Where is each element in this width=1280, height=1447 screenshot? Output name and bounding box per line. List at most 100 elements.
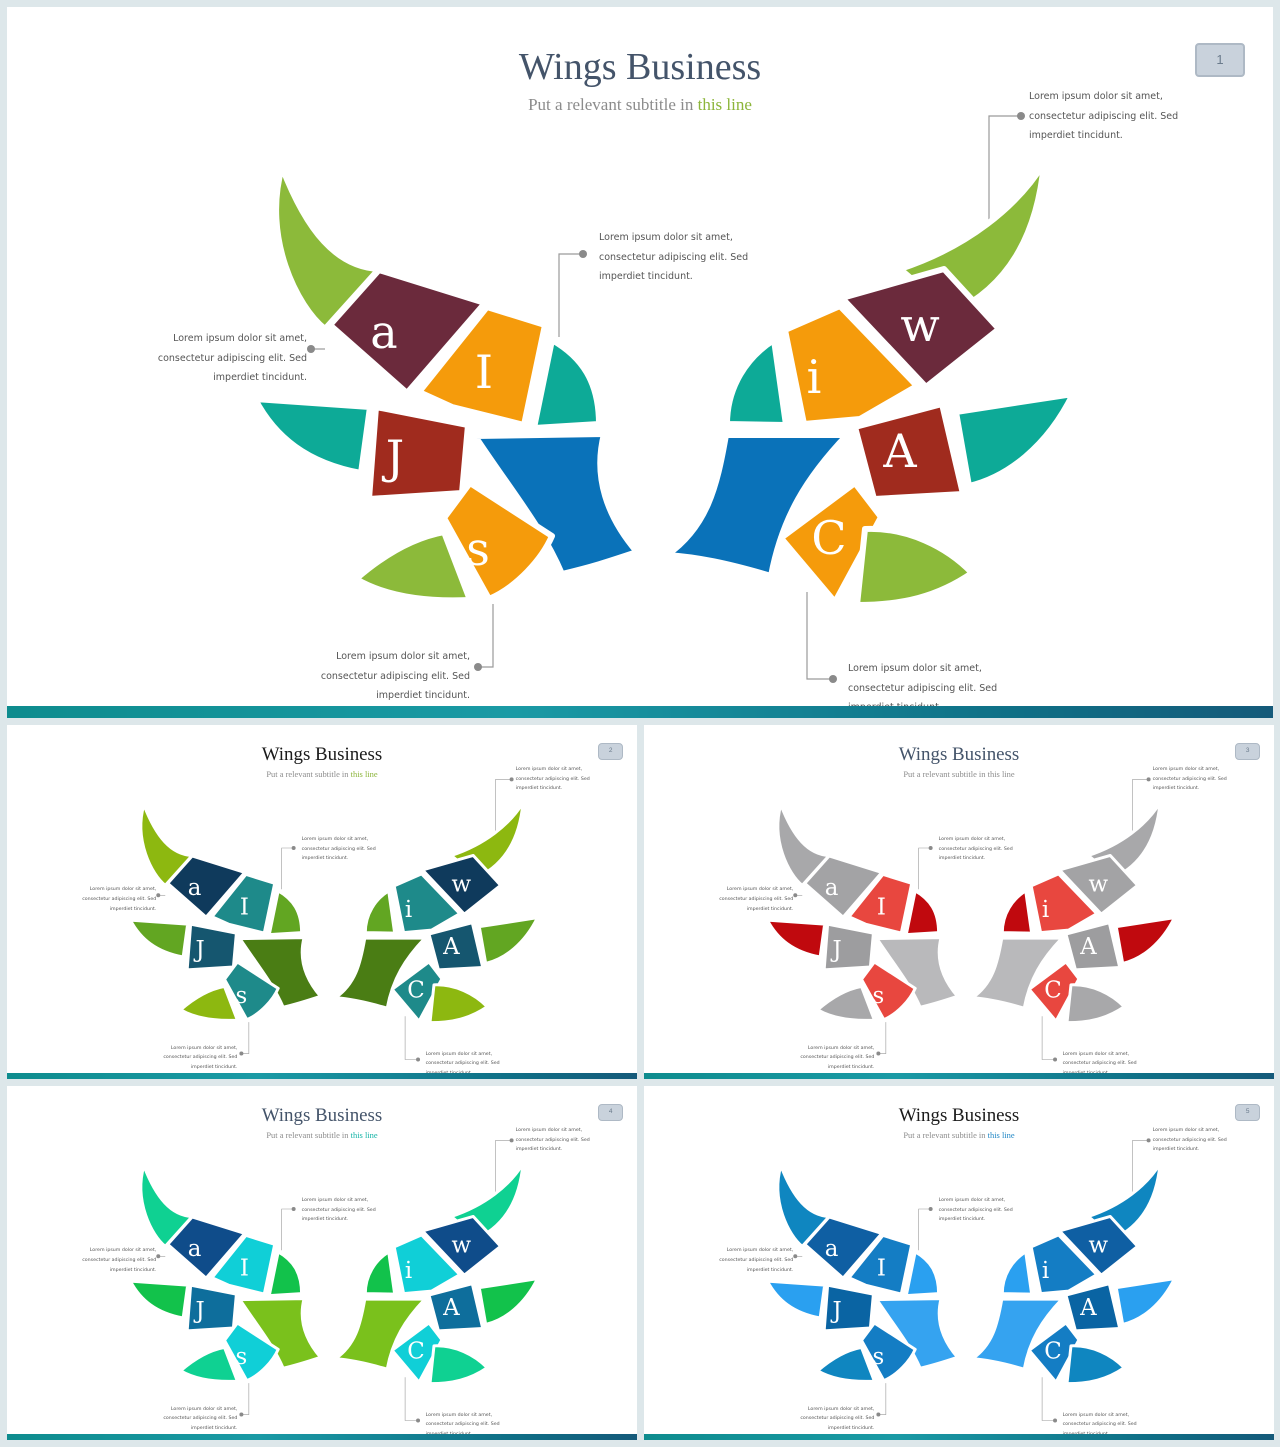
wing-segment[interactable]: [472, 431, 640, 577]
slide-4[interactable]: Wings Business Put a relevant subtitle in…: [7, 1086, 637, 1440]
wing-segment[interactable]: [210, 1233, 277, 1296]
wing-segment[interactable]: [904, 889, 941, 937]
subtitle-text: Put a relevant subtitle in: [903, 768, 988, 779]
wing-segment[interactable]: [1064, 1282, 1122, 1333]
wing-segment[interactable]: [392, 872, 462, 935]
wing-segment[interactable]: [179, 984, 239, 1022]
wing-segment[interactable]: [128, 918, 190, 959]
wing-segment[interactable]: [847, 1233, 914, 1296]
wing-segment[interactable]: [1114, 1277, 1176, 1326]
wing-segment[interactable]: [953, 391, 1076, 489]
wing-segment[interactable]: [353, 529, 473, 604]
wing-segment[interactable]: [185, 922, 238, 972]
slide-3[interactable]: Wings Business Put a relevant subtitle in…: [644, 725, 1274, 1079]
wing-segment[interactable]: [327, 267, 488, 396]
wing-segment[interactable]: [531, 337, 602, 431]
wing-segment[interactable]: [803, 1215, 884, 1280]
wing-segment[interactable]: [427, 921, 485, 972]
wing-segment[interactable]: [477, 1277, 539, 1326]
wing-segment[interactable]: [816, 984, 876, 1022]
wing-segment[interactable]: [803, 854, 884, 919]
wing-segment[interactable]: [185, 1283, 238, 1333]
wing-segment[interactable]: [1000, 1250, 1034, 1296]
wing-segment[interactable]: [267, 889, 304, 937]
callout-connector: [918, 847, 931, 890]
wing-segment[interactable]: [179, 1345, 239, 1383]
wing-segment[interactable]: [128, 1279, 190, 1320]
wing-segment[interactable]: [776, 1164, 831, 1248]
wing-segment[interactable]: [765, 918, 827, 959]
wing-segment[interactable]: [210, 872, 277, 935]
wing-segment[interactable]: [166, 1215, 247, 1280]
footer-bar: [7, 706, 1273, 718]
wing-segment[interactable]: [392, 1233, 462, 1296]
wing-segment[interactable]: [441, 480, 555, 602]
wing-segment[interactable]: [778, 480, 884, 605]
wing-segment[interactable]: [252, 396, 373, 476]
wing-segment[interactable]: [1065, 1344, 1126, 1386]
wing-segment[interactable]: [724, 337, 789, 428]
wing-segment[interactable]: [839, 266, 1002, 390]
wing-segment[interactable]: [664, 432, 850, 579]
wing-segment[interactable]: [875, 936, 959, 1009]
wing-segment[interactable]: [1114, 916, 1176, 965]
wing-letter-A: A: [442, 934, 460, 960]
wing-segment[interactable]: [776, 803, 831, 887]
wing-segment[interactable]: [1064, 921, 1122, 972]
wing-segment[interactable]: [854, 525, 975, 608]
wing-segment[interactable]: [816, 1345, 876, 1383]
wing-segment[interactable]: [267, 1250, 304, 1298]
wing-segment[interactable]: [1058, 853, 1140, 916]
wing-segment[interactable]: [782, 303, 920, 427]
callout-connector: [281, 847, 294, 890]
slide-2[interactable]: Wings Business Put a relevant subtitle in…: [7, 725, 637, 1079]
wing-segment[interactable]: [333, 1297, 427, 1371]
wing-segment[interactable]: [765, 1279, 827, 1320]
wing-segment[interactable]: [139, 1164, 194, 1248]
wing-segment[interactable]: [822, 1283, 875, 1333]
wing-segment[interactable]: [273, 164, 382, 332]
wing-segment[interactable]: [970, 936, 1064, 1010]
wing-segment[interactable]: [1065, 983, 1126, 1025]
callout-text: Lorem ipsum dolor sit amet, consectetur …: [1152, 766, 1227, 792]
wing-segment[interactable]: [970, 1297, 1064, 1371]
wing-segment[interactable]: [390, 960, 444, 1023]
wing-segment[interactable]: [1029, 1233, 1099, 1296]
wing-segment[interactable]: [477, 916, 539, 965]
wing-segment[interactable]: [1027, 960, 1081, 1023]
wing-segment[interactable]: [859, 1321, 917, 1383]
wing-segment[interactable]: [1027, 1321, 1081, 1384]
wing-segment[interactable]: [421, 1214, 503, 1277]
wing-segment[interactable]: [390, 1321, 444, 1384]
wing-segment[interactable]: [421, 853, 503, 916]
wing-segment[interactable]: [428, 983, 489, 1025]
wing-segment[interactable]: [222, 1321, 280, 1383]
slide-1[interactable]: Wings Business Put a relevant subtitle in…: [7, 7, 1273, 718]
wing-segment[interactable]: [859, 960, 917, 1022]
wing-segment[interactable]: [363, 1250, 397, 1296]
wing-segment[interactable]: [852, 401, 966, 502]
wing-segment[interactable]: [822, 922, 875, 972]
wing-segment[interactable]: [428, 1344, 489, 1386]
wing-segment[interactable]: [363, 889, 397, 935]
wing-segment[interactable]: [427, 1282, 485, 1333]
wing-segment[interactable]: [1000, 889, 1034, 935]
wing-segment[interactable]: [904, 1250, 941, 1298]
wing-segment[interactable]: [166, 854, 247, 919]
wing-segment[interactable]: [333, 936, 427, 1010]
wing-segment[interactable]: [238, 936, 322, 1009]
wing-segment[interactable]: [139, 803, 194, 887]
page-number-badge: 4: [598, 1103, 624, 1121]
wing-segment[interactable]: [875, 1297, 959, 1370]
wing-segment[interactable]: [847, 872, 914, 935]
slide-5[interactable]: Wings Business Put a relevant subtitle in…: [644, 1086, 1274, 1440]
callout-connector: [241, 1383, 250, 1415]
wing-segment[interactable]: [416, 304, 548, 428]
wing-segment[interactable]: [222, 960, 280, 1022]
wing-segment[interactable]: [238, 1297, 322, 1370]
wing-segment[interactable]: [1029, 872, 1099, 935]
wings-diagram: a I Js w i AC: [128, 777, 539, 1062]
wing-segment[interactable]: [366, 404, 471, 502]
callout-text: Lorem ipsum dolor sit amet, consectetur …: [938, 836, 1013, 862]
wing-segment[interactable]: [1058, 1214, 1140, 1277]
